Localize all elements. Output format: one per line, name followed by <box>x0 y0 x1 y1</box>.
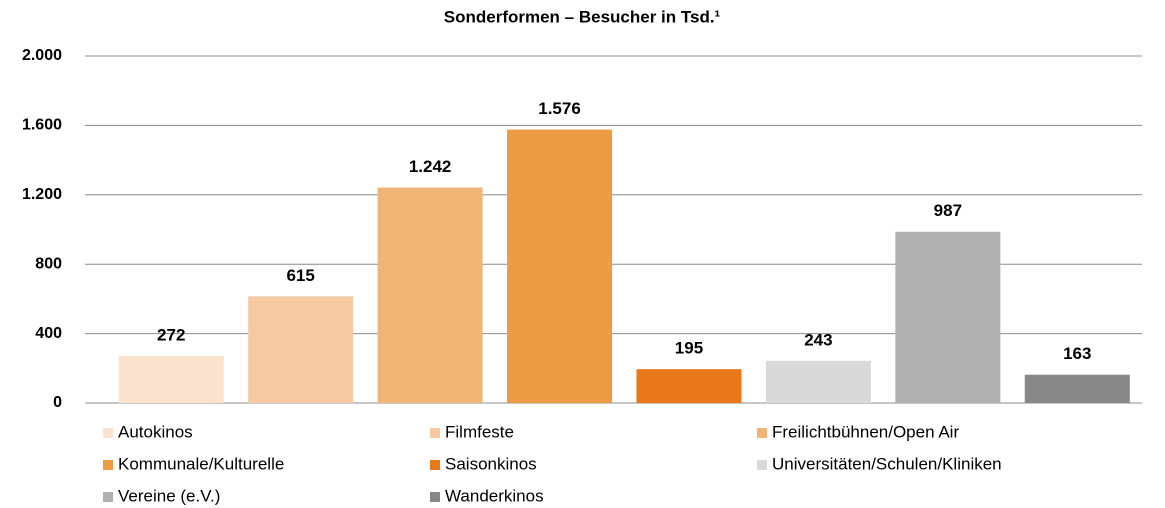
legend-swatch <box>103 428 113 438</box>
legend-label: Saisonkinos <box>445 454 537 473</box>
value-label: 272 <box>157 325 185 344</box>
value-label: 163 <box>1063 344 1091 363</box>
legend-label: Kommunale/Kulturelle <box>118 454 284 473</box>
bar <box>1024 374 1130 403</box>
y-tick-label: 800 <box>35 255 62 272</box>
legend-swatch <box>430 460 440 470</box>
value-label: 195 <box>675 339 703 358</box>
legend-swatch <box>430 428 440 438</box>
legend-label: Filmfeste <box>445 422 514 441</box>
y-tick-label: 0 <box>53 394 62 411</box>
legend-label: Autokinos <box>118 422 193 441</box>
bar <box>507 129 613 403</box>
legend-swatch <box>757 428 767 438</box>
bar <box>765 360 871 403</box>
bar <box>118 355 224 403</box>
legend-swatch <box>757 460 767 470</box>
value-label: 1.576 <box>538 99 581 118</box>
bar <box>377 187 483 403</box>
y-tick-label: 400 <box>35 325 62 342</box>
bar <box>636 369 742 403</box>
y-tick-label: 1.600 <box>22 117 62 134</box>
y-tick-label: 1.200 <box>22 186 62 203</box>
legend-swatch <box>430 492 440 502</box>
bar <box>895 231 1001 403</box>
value-label: 615 <box>286 266 314 285</box>
chart-title: Sonderformen – Besucher in Tsd.¹ <box>444 7 721 26</box>
legend-label: Freilichtbühnen/Open Air <box>772 422 959 441</box>
legend-label: Universitäten/Schulen/Kliniken <box>772 454 1002 473</box>
value-label: 1.242 <box>409 157 452 176</box>
value-label: 987 <box>934 201 962 220</box>
legend-swatch <box>103 492 113 502</box>
y-tick-label: 2.000 <box>22 47 62 64</box>
legend-label: Wanderkinos <box>445 486 544 505</box>
legend-label: Vereine (e.V.) <box>118 486 220 505</box>
bar <box>248 296 354 403</box>
value-label: 243 <box>804 330 832 349</box>
legend-swatch <box>103 460 113 470</box>
